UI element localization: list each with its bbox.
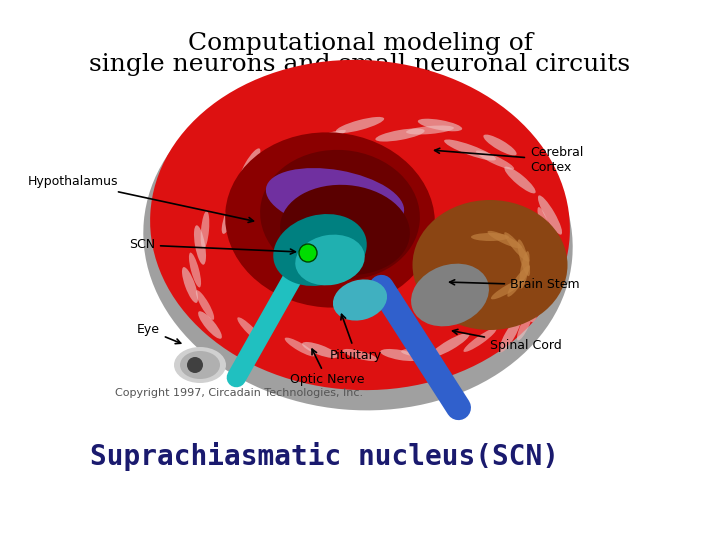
Ellipse shape xyxy=(295,235,365,285)
Ellipse shape xyxy=(284,338,315,356)
Ellipse shape xyxy=(413,200,567,330)
Ellipse shape xyxy=(487,231,522,248)
Text: Optic Nerve: Optic Nerve xyxy=(290,349,364,387)
Ellipse shape xyxy=(266,168,404,232)
Ellipse shape xyxy=(504,232,529,262)
Ellipse shape xyxy=(240,148,261,181)
Text: Suprachiasmatic nucleus(SCN): Suprachiasmatic nucleus(SCN) xyxy=(90,442,559,471)
Circle shape xyxy=(187,357,203,373)
Ellipse shape xyxy=(380,349,420,361)
Ellipse shape xyxy=(517,309,533,341)
Ellipse shape xyxy=(196,290,214,320)
Ellipse shape xyxy=(343,349,377,361)
Ellipse shape xyxy=(255,167,285,202)
Ellipse shape xyxy=(174,347,226,383)
Ellipse shape xyxy=(538,207,552,243)
Ellipse shape xyxy=(304,139,356,171)
Ellipse shape xyxy=(471,233,509,241)
Ellipse shape xyxy=(536,272,544,308)
Ellipse shape xyxy=(444,139,496,160)
Ellipse shape xyxy=(222,196,238,234)
Ellipse shape xyxy=(280,185,410,275)
Text: Hypothalamus: Hypothalamus xyxy=(27,176,253,222)
Text: Computational modeling of: Computational modeling of xyxy=(187,32,533,55)
Ellipse shape xyxy=(302,342,338,358)
Ellipse shape xyxy=(143,70,572,410)
FancyArrowPatch shape xyxy=(236,267,299,377)
Ellipse shape xyxy=(508,265,530,297)
Ellipse shape xyxy=(534,245,546,285)
Ellipse shape xyxy=(333,279,387,321)
Ellipse shape xyxy=(519,251,530,288)
Text: single neurons and small neuronal circuits: single neurons and small neuronal circui… xyxy=(89,53,631,76)
Ellipse shape xyxy=(225,132,435,308)
Ellipse shape xyxy=(336,117,384,133)
Ellipse shape xyxy=(491,279,524,299)
Text: Cerebral
Cortex: Cerebral Cortex xyxy=(435,146,583,174)
Ellipse shape xyxy=(476,151,514,170)
Circle shape xyxy=(299,244,317,262)
Ellipse shape xyxy=(189,253,201,287)
Text: Spinal Cord: Spinal Cord xyxy=(453,329,562,352)
Ellipse shape xyxy=(194,225,206,265)
Ellipse shape xyxy=(464,328,497,352)
Text: Copyright 1997, Circadain Technologies, Inc.: Copyright 1997, Circadain Technologies, … xyxy=(115,388,363,398)
Ellipse shape xyxy=(483,134,517,156)
Text: Pituitary: Pituitary xyxy=(330,314,382,361)
Ellipse shape xyxy=(518,239,530,276)
Ellipse shape xyxy=(529,288,541,322)
Ellipse shape xyxy=(294,130,346,150)
Ellipse shape xyxy=(238,318,263,343)
Ellipse shape xyxy=(375,129,425,141)
FancyArrowPatch shape xyxy=(382,287,459,408)
Ellipse shape xyxy=(150,60,570,390)
Ellipse shape xyxy=(240,176,260,214)
Ellipse shape xyxy=(406,125,454,134)
Ellipse shape xyxy=(274,151,307,179)
Ellipse shape xyxy=(411,264,489,326)
Ellipse shape xyxy=(504,166,536,193)
Ellipse shape xyxy=(273,214,366,286)
Ellipse shape xyxy=(418,119,462,131)
Ellipse shape xyxy=(201,211,210,249)
Ellipse shape xyxy=(260,150,420,280)
Text: SCN: SCN xyxy=(129,239,295,254)
Ellipse shape xyxy=(182,267,198,303)
Ellipse shape xyxy=(499,318,521,353)
Text: Brain Stem: Brain Stem xyxy=(449,279,580,292)
Ellipse shape xyxy=(180,351,220,379)
Text: Eye: Eye xyxy=(137,323,181,343)
Ellipse shape xyxy=(198,311,222,339)
Ellipse shape xyxy=(401,349,439,357)
Ellipse shape xyxy=(538,195,562,235)
Ellipse shape xyxy=(431,333,469,357)
